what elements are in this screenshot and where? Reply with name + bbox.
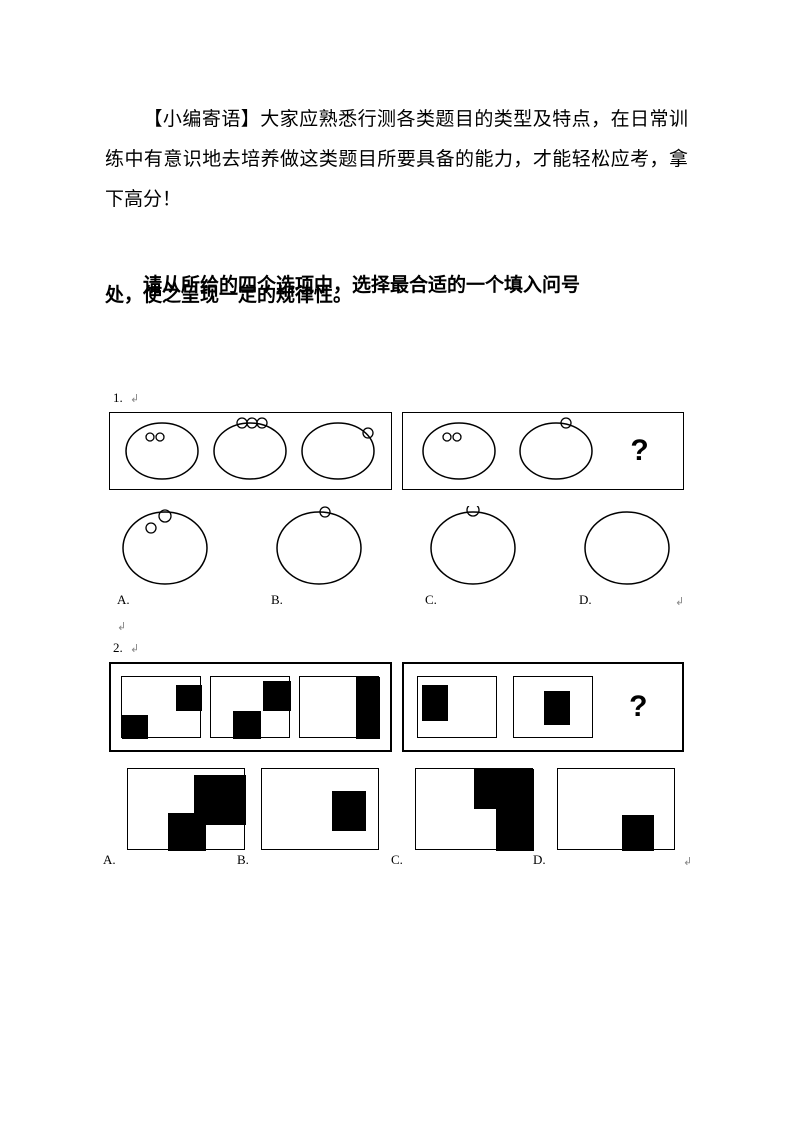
q1-figure [207,417,293,485]
q2-panels: ? [109,662,684,752]
q1-figure [119,417,205,485]
return-mark: ↲ [683,855,692,868]
q1-right-frame: ? [402,412,685,490]
question-mark: ? [610,434,670,468]
q2-option: C. [415,768,533,868]
q1-option: A. [117,506,213,608]
instruction: 请从所给的四个选项中，选择最合适的一个填入问号 处，使之呈现一定的规律性。 [105,260,688,320]
intro-paragraph: 【小编寄语】大家应熟悉行测各类题目的类型及特点，在日常训练中有意识地去培养做这类… [105,100,688,220]
q2-right-frame: ? [402,662,685,752]
option-label: B. [271,592,283,608]
q2-option-figure [127,768,245,850]
option-label: C. [425,592,437,608]
q1-option: C. [425,506,521,608]
q2-figure [417,676,497,738]
q1-return: ↲ [113,618,688,634]
q2-option-figure [261,768,379,850]
q2-option: B. [261,768,379,868]
return-mark: ↲ [130,393,139,405]
q2-figure [210,676,290,738]
question-mark: ? [608,690,668,724]
option-label: D. [533,852,546,868]
instruction-line2: 处，使之呈现一定的规律性。 [105,280,352,307]
q2-left-frame [109,662,392,752]
option-label: A. [117,592,130,608]
q2-number: 2. ↲ [113,640,688,656]
q2-option-figure [415,768,533,850]
option-label: D. [579,592,592,608]
q2-option-figure [557,768,675,850]
option-label: A. [103,852,116,868]
q2-option: A. [127,768,245,868]
return-mark: ↲ [675,595,684,608]
q2-options-row: A.B.C.D.↲ [109,768,684,868]
q1-panels: ? [109,412,684,490]
q2-option: D. [557,768,675,868]
return-mark: ↲ [130,643,139,655]
intro-text: 【小编寄语】大家应熟悉行测各类题目的类型及特点，在日常训练中有意识地去培养做这类… [105,109,688,210]
q1-figure [416,417,502,485]
q1-option: D. [579,506,675,608]
q1-options-row: A. B. C. D. ↲ [109,506,684,608]
q1-option: B. [271,506,367,608]
q1-number: 1. ↲ [113,390,688,406]
q1-left-frame [109,412,392,490]
q2-figure [121,676,201,738]
q2-figure [513,676,593,738]
q2-figure [299,676,379,738]
option-label: B. [237,852,249,868]
option-label: C. [391,852,403,868]
q1-figure [295,417,381,485]
q1-figure [513,417,599,485]
